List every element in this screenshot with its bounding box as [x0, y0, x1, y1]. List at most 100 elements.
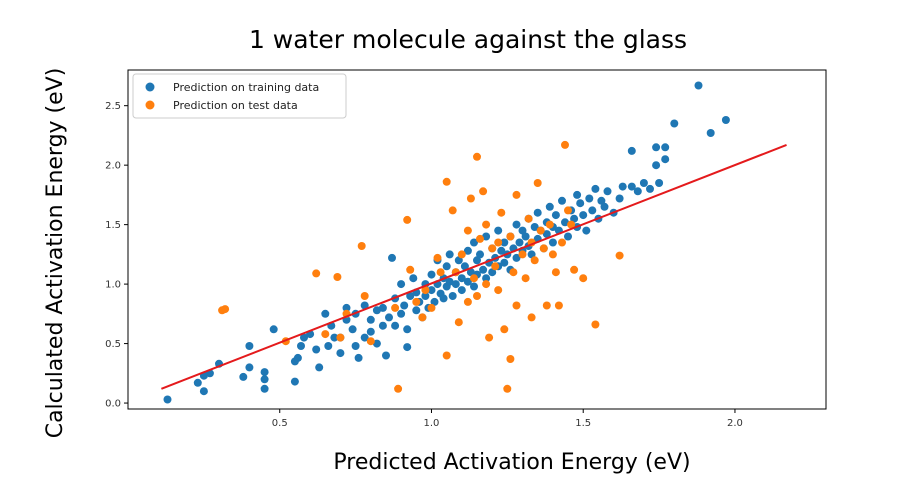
training-data-point [430, 297, 439, 306]
legend-box [132, 73, 347, 119]
training-data-point [482, 232, 491, 241]
training-data-point [652, 161, 661, 170]
test-data-point [391, 303, 400, 312]
training-data-point [442, 262, 451, 271]
test-data-point [485, 333, 494, 342]
training-data-point [721, 116, 730, 124]
training-data-point [460, 262, 469, 271]
training-data-point [388, 253, 396, 262]
training-data-point [378, 321, 387, 330]
test-data-point [615, 251, 624, 260]
training-data-point [633, 187, 642, 196]
training-data-point [518, 226, 527, 235]
training-data-point [558, 196, 566, 205]
training-data-point [366, 327, 375, 336]
training-data-point [193, 378, 202, 387]
training-data-point [639, 179, 648, 187]
training-data-point [470, 282, 478, 291]
training-data-point [260, 384, 269, 393]
training-data-point [427, 270, 436, 279]
legend-marker-test [145, 100, 155, 110]
test-data-point [497, 208, 506, 217]
test-data-point [509, 268, 518, 277]
test-data-point [336, 333, 345, 342]
test-data-point [482, 220, 491, 229]
training-data-point [466, 268, 475, 277]
training-data-point [290, 377, 299, 386]
training-data-point [670, 119, 679, 128]
test-data-point [512, 190, 521, 199]
training-data-point [476, 250, 484, 259]
test-data-point [579, 274, 588, 283]
training-data-point [545, 202, 554, 211]
training-data-point [451, 280, 460, 289]
test-data-point [442, 177, 451, 186]
training-data-point [330, 333, 339, 342]
test-data-point [473, 152, 481, 161]
training-data-point [397, 309, 406, 318]
training-data-point [297, 342, 305, 350]
test-data-point [312, 269, 321, 278]
test-data-point [357, 242, 366, 250]
training-data-point [585, 194, 594, 203]
training-data-point [403, 325, 412, 334]
training-data-point [576, 199, 585, 208]
test-data-point [561, 140, 569, 149]
test-data-point [521, 274, 530, 283]
x-tick-label: 0.5 [272, 418, 288, 429]
test-data-point [494, 238, 503, 247]
test-data-point [482, 280, 491, 289]
test-data-point [488, 244, 497, 253]
training-data-point [479, 265, 488, 274]
training-data-point [561, 218, 569, 227]
x-tick-label: 1.5 [575, 418, 591, 429]
test-data-point [527, 313, 536, 322]
test-data-point [470, 274, 478, 283]
training-data-point [570, 214, 579, 223]
test-data-point [412, 297, 421, 306]
training-data-point [603, 187, 612, 196]
training-data-point [454, 256, 463, 265]
test-data-point [479, 187, 488, 196]
training-data-point [706, 129, 715, 137]
test-data-point [491, 262, 500, 271]
y-tick-label: 0.5 [105, 339, 121, 350]
training-data-point [351, 342, 360, 350]
training-data-point [409, 274, 418, 283]
test-data-point [473, 292, 481, 300]
test-data-point [518, 250, 527, 259]
training-data-point [391, 321, 400, 330]
training-data-point [500, 238, 509, 247]
test-data-point [448, 206, 457, 215]
training-data-point [300, 333, 308, 342]
training-data-point [473, 256, 481, 265]
training-data-point [385, 313, 393, 322]
training-data-point [497, 246, 506, 255]
x-axis-label: Predicted Activation Energy (eV) [333, 450, 690, 475]
training-data-point [482, 274, 491, 283]
training-data-point [597, 196, 606, 205]
training-data-point [551, 211, 560, 220]
training-data-point [694, 81, 703, 90]
test-data-point [512, 301, 521, 310]
legend-label-test: Prediction on test data [173, 99, 298, 112]
test-data-point [548, 250, 557, 259]
training-data-point [445, 277, 454, 286]
y-tick-label: 0.0 [105, 399, 121, 410]
training-data-point [260, 368, 269, 377]
training-data-point [400, 301, 409, 310]
x-tick-label: 1.0 [424, 418, 440, 429]
y-tick-label: 2.5 [105, 101, 121, 112]
training-data-point [579, 211, 588, 220]
test-data-point [463, 226, 472, 235]
test-data-point [494, 286, 503, 295]
test-data-point [567, 220, 576, 229]
training-data-point [655, 179, 664, 187]
training-data-point [470, 238, 478, 247]
test-data-point [554, 301, 563, 310]
training-data-point [372, 306, 381, 315]
training-data-point [360, 301, 369, 310]
training-data-point [315, 363, 324, 372]
test-data-point [539, 244, 548, 253]
